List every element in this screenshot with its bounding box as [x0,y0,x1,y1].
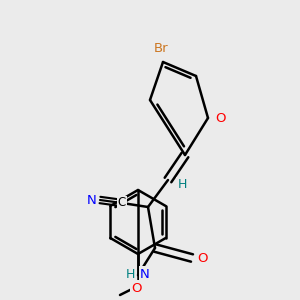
Text: Br: Br [154,43,168,56]
Text: C: C [118,196,126,209]
Text: H: H [125,268,135,281]
Text: O: O [131,281,141,295]
Text: N: N [87,194,97,206]
Text: N: N [140,268,150,281]
Text: H: H [177,178,187,190]
Text: O: O [197,253,207,266]
Text: O: O [216,112,226,125]
